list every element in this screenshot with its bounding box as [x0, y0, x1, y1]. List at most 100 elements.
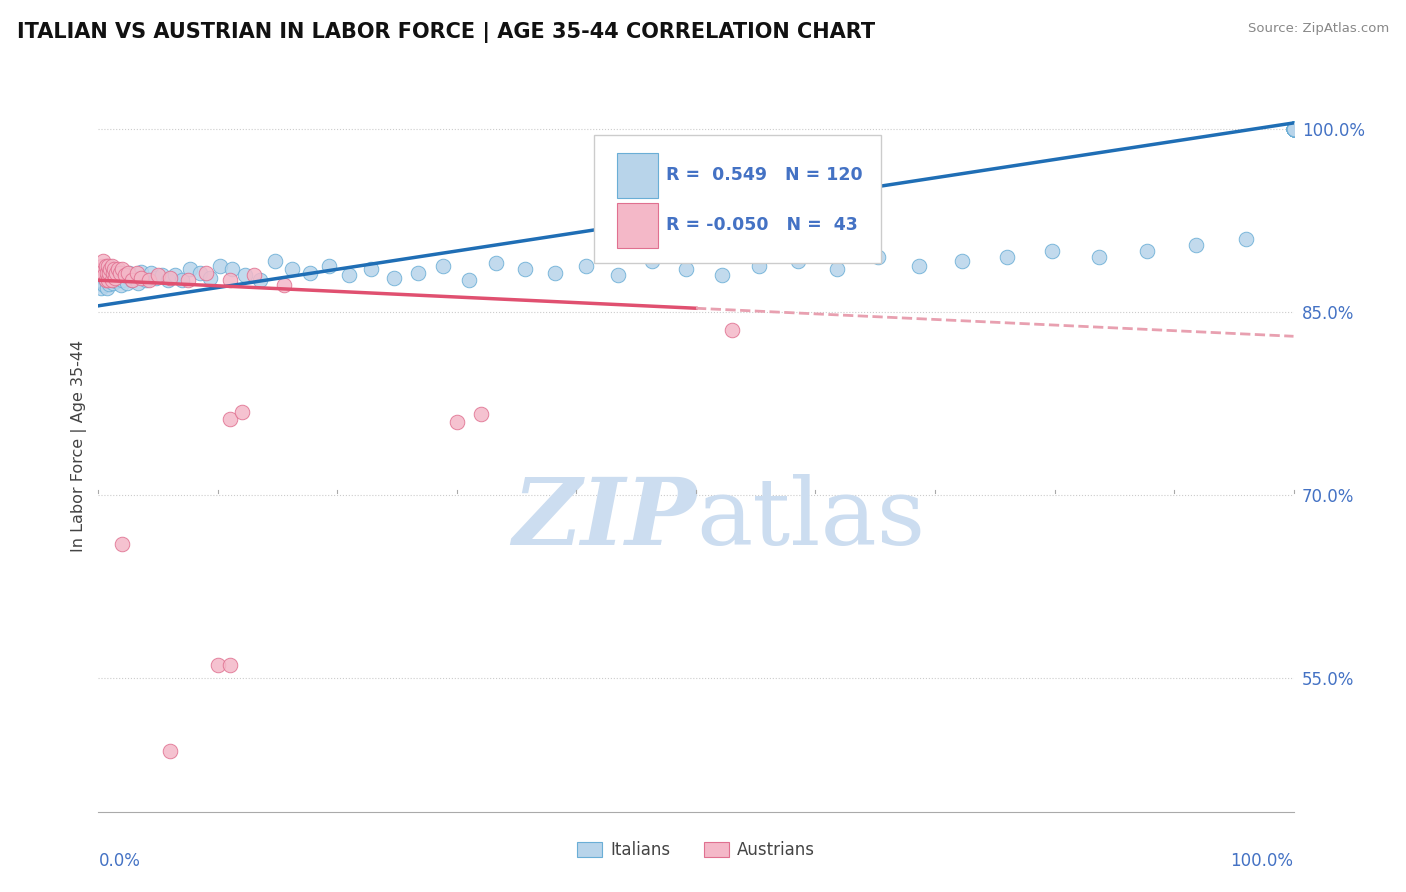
FancyBboxPatch shape — [617, 203, 658, 248]
Point — [1282, 122, 1305, 136]
Point — [159, 744, 181, 758]
Point — [1282, 122, 1305, 136]
Point — [1234, 232, 1257, 246]
Point — [114, 268, 136, 283]
Point — [1282, 122, 1305, 136]
Point — [1282, 122, 1305, 136]
Point — [675, 262, 697, 277]
Point — [1282, 122, 1305, 136]
Point — [111, 536, 134, 550]
Point — [108, 266, 131, 280]
Point — [1282, 122, 1305, 136]
Point — [1135, 244, 1157, 258]
Point — [105, 268, 128, 283]
Point — [97, 259, 120, 273]
Point — [1282, 122, 1305, 136]
Point — [1282, 122, 1305, 136]
Point — [1282, 122, 1305, 136]
Point — [121, 273, 143, 287]
Point — [107, 265, 129, 279]
Point — [470, 407, 492, 421]
Point — [91, 262, 114, 277]
Text: R =  0.549   N = 120: R = 0.549 N = 120 — [666, 167, 863, 185]
Point — [1282, 122, 1305, 136]
Point — [298, 266, 321, 280]
Point — [97, 259, 120, 273]
Point — [1282, 122, 1305, 136]
Point — [103, 262, 125, 277]
Point — [138, 273, 160, 287]
Point — [91, 274, 114, 288]
Point — [360, 262, 382, 277]
Point — [111, 273, 134, 287]
FancyBboxPatch shape — [595, 135, 882, 263]
Point — [91, 253, 114, 268]
Point — [1282, 122, 1305, 136]
Text: atlas: atlas — [696, 475, 925, 564]
Point — [221, 262, 243, 277]
Point — [485, 256, 508, 270]
Point — [235, 268, 257, 283]
Point — [188, 266, 211, 280]
Point — [101, 266, 124, 280]
Point — [273, 278, 295, 293]
Text: R = -0.050   N =  43: R = -0.050 N = 43 — [666, 216, 858, 234]
Point — [458, 273, 481, 287]
Point — [135, 273, 157, 287]
Point — [1282, 122, 1305, 136]
Point — [91, 259, 114, 273]
Point — [1282, 122, 1305, 136]
Point — [432, 259, 454, 273]
Point — [179, 262, 201, 277]
Point — [1282, 122, 1305, 136]
Point — [995, 250, 1018, 264]
Point — [1282, 122, 1305, 136]
Point — [97, 274, 120, 288]
Point — [94, 273, 117, 287]
Point — [1282, 122, 1305, 136]
Point — [952, 253, 974, 268]
Point — [96, 266, 118, 280]
Point — [163, 268, 186, 283]
Point — [159, 270, 181, 285]
Point — [406, 266, 429, 280]
Point — [198, 270, 221, 285]
Point — [177, 273, 200, 287]
Point — [446, 415, 468, 429]
Point — [98, 277, 121, 291]
Point — [711, 268, 734, 283]
Point — [908, 259, 931, 273]
Point — [121, 273, 143, 287]
Point — [786, 253, 808, 268]
Point — [1282, 122, 1305, 136]
Point — [127, 276, 149, 290]
Point — [575, 259, 598, 273]
Point — [1282, 122, 1305, 136]
Text: Source: ZipAtlas.com: Source: ZipAtlas.com — [1249, 22, 1389, 36]
Point — [91, 270, 114, 285]
Point — [866, 250, 889, 264]
Point — [1282, 122, 1305, 136]
Point — [219, 658, 242, 673]
Text: ITALIAN VS AUSTRIAN IN LABOR FORCE | AGE 35-44 CORRELATION CHART: ITALIAN VS AUSTRIAN IN LABOR FORCE | AGE… — [17, 22, 875, 44]
Point — [209, 259, 232, 273]
Point — [195, 266, 218, 280]
Point — [1282, 122, 1305, 136]
Point — [1282, 122, 1305, 136]
Point — [1282, 122, 1305, 136]
Point — [1282, 122, 1305, 136]
Point — [91, 265, 114, 279]
Legend: Italians, Austrians: Italians, Austrians — [571, 834, 821, 865]
Point — [1282, 122, 1305, 136]
Point — [219, 412, 242, 426]
Point — [145, 270, 167, 285]
Point — [148, 268, 170, 283]
Point — [1282, 122, 1305, 136]
Point — [96, 280, 118, 294]
FancyBboxPatch shape — [617, 153, 658, 198]
Point — [1282, 122, 1305, 136]
Point — [318, 259, 340, 273]
Point — [91, 268, 114, 283]
Point — [1282, 122, 1305, 136]
Point — [111, 262, 134, 277]
